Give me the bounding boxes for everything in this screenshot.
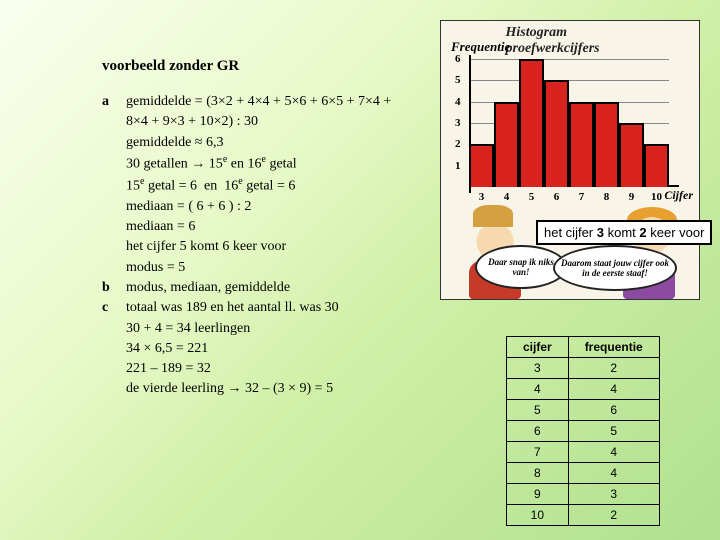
line: 34 × 6,5 = 221 [126,339,442,359]
speech-bubble-right: Daarom staat jouw cijfer ook in de eerst… [553,245,677,291]
line: 15e getal = 6 en 16e getal = 6 [126,175,442,197]
table-row: 93 [507,484,660,505]
part-c-text: totaal was 189 en het aantal ll. was 30 … [126,298,442,399]
part-label-a: a [102,92,126,278]
part-label-b: b [102,278,126,298]
line: 30 getallen → 15e en 16e getal [126,153,442,175]
line: modus, mediaan, gemiddelde [126,278,442,298]
histogram-bar [494,102,519,187]
page-title: voorbeeld zonder GR [102,58,239,75]
table-cell: 3 [507,358,569,379]
callout-num: 3 [597,225,604,240]
table-cell: 4 [568,463,659,484]
frequency-table: cijfer frequentie 32445665748493102 [506,336,660,526]
table-row: 56 [507,400,660,421]
table-row: 65 [507,421,660,442]
table-cell: 9 [507,484,569,505]
histogram-bar [569,102,594,187]
table-row: 74 [507,442,660,463]
line: het cijfer 5 komt 6 keer voor [126,237,442,257]
table-header: frequentie [568,337,659,358]
callout-num: 2 [639,225,646,240]
y-tick: 2 [455,138,461,150]
line: totaal was 189 en het aantal ll. was 30 [126,298,442,318]
part-a-text: gemiddelde = (3×2 + 4×4 + 5×6 + 6×5 + 7×… [126,92,442,278]
line: modus = 5 [126,258,442,278]
table-cell: 5 [568,421,659,442]
line: mediaan = ( 6 + 6 ) : 2 [126,197,442,217]
table-cell: 6 [507,421,569,442]
table-cell: 2 [568,358,659,379]
callout-box: het cijfer 3 komt 2 keer voor [536,220,712,245]
table-row: 102 [507,505,660,526]
callout-text: het cijfer [544,225,597,240]
callout-text: komt [604,225,639,240]
part-b-text: modus, mediaan, gemiddelde [126,278,442,298]
table-cell: 2 [568,505,659,526]
main-content: a gemiddelde = (3×2 + 4×4 + 5×6 + 6×5 + … [102,92,442,400]
histogram-bar [594,102,619,187]
histogram-bar [519,59,544,187]
table-cell: 6 [568,400,659,421]
table-cell: 10 [507,505,569,526]
line: 30 + 4 = 34 leerlingen [126,319,442,339]
table-cell: 8 [507,463,569,484]
histogram-illustration: Histogram proefwerkcijfers Frequentie Ci… [440,20,700,300]
line: 8×4 + 9×3 + 10×2) : 30 [126,112,442,132]
table-cell: 5 [507,400,569,421]
y-tick: 3 [455,117,461,129]
table-row: 84 [507,463,660,484]
line: mediaan = 6 [126,217,442,237]
line: gemiddelde ≈ 6,3 [126,133,442,153]
histogram-bar [544,80,569,187]
histogram-bar [619,123,644,187]
y-tick: 5 [455,74,461,86]
table-cell: 4 [568,379,659,400]
histogram-chart: Cijfer 123456345678910 [469,59,669,187]
line: de vierde leerling → 32 – (3 × 9) = 5 [126,379,442,399]
table-cell: 4 [507,379,569,400]
line: gemiddelde = (3×2 + 4×4 + 5×6 + 6×5 + 7×… [126,92,442,112]
histogram-title: Histogram proefwerkcijfers [506,25,635,57]
table-cell: 4 [568,442,659,463]
y-tick: 6 [455,53,461,65]
table-header: cijfer [507,337,569,358]
table-row: 32 [507,358,660,379]
table-cell: 7 [507,442,569,463]
y-tick: 1 [455,160,461,172]
part-label-c: c [102,298,126,399]
callout-text: keer voor [647,225,705,240]
y-tick: 4 [455,96,461,108]
table-cell: 3 [568,484,659,505]
table-row: 44 [507,379,660,400]
line: 221 – 189 = 32 [126,359,442,379]
